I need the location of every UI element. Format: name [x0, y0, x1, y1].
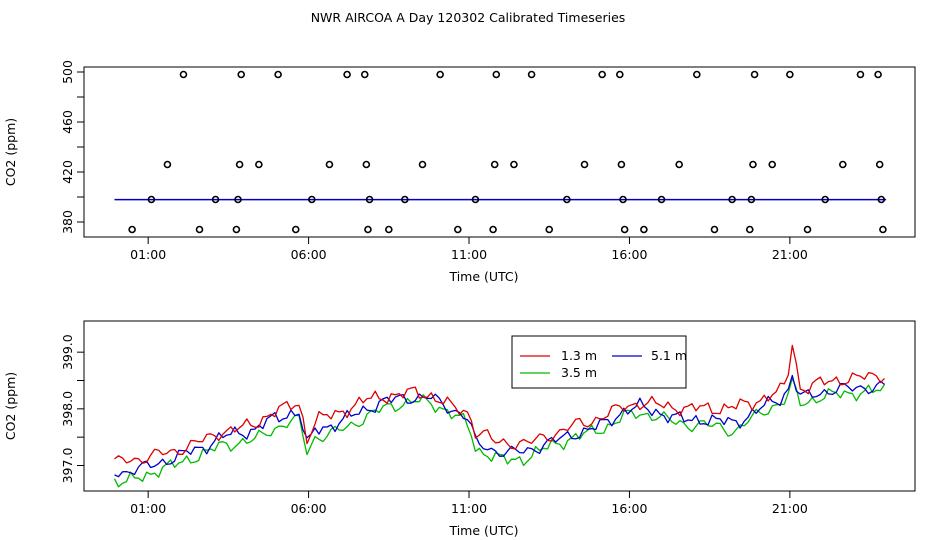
- top-y-tick-label: 500: [60, 60, 75, 84]
- top-x-axis-label: Time (UTC): [448, 269, 518, 284]
- scatter-point: [195, 225, 204, 234]
- bottom-plot-frame: [83, 320, 916, 492]
- series-line-5-1-m: [114, 374, 885, 478]
- top-x-tick-label: 21:00: [772, 247, 808, 262]
- scatter-point: [710, 225, 719, 234]
- top-y-axis-label: CO2 (ppm): [3, 118, 18, 186]
- scatter-point: [821, 195, 829, 204]
- top-panel: 01:00 06:00 11:00 16:00 21:00 380 420 460 500 Ti…: [3, 60, 916, 284]
- scatter-point: [527, 70, 536, 79]
- scatter-point: [875, 160, 884, 169]
- scatter-point: [325, 160, 334, 169]
- bottom-y-tick-label: 397.0: [60, 448, 75, 484]
- bottom-x-tick-label: 01:00: [130, 501, 166, 516]
- scatter-point: [545, 225, 554, 234]
- scatter-point: [274, 70, 282, 79]
- bottom-x-tick-label: 21:00: [772, 501, 808, 516]
- scatter-point: [617, 160, 626, 169]
- bottom-y-tick-label: 398.0: [60, 391, 75, 427]
- top-x-tick-label: 11:00: [451, 247, 487, 262]
- scatter-point: [128, 225, 136, 234]
- top-scatter-points: [128, 70, 887, 234]
- top-x-tick-label: 16:00: [611, 247, 647, 262]
- scatter-point: [232, 225, 241, 234]
- scatter-point: [803, 225, 812, 234]
- series-line-1-3-m: [114, 344, 885, 464]
- series-line-3-5-m: [113, 377, 886, 488]
- scatter-point: [489, 225, 497, 234]
- top-x-tick-label: 06:00: [291, 247, 327, 262]
- scatter-point: [745, 225, 754, 234]
- scatter-point: [308, 195, 316, 204]
- scatter-point: [362, 160, 371, 169]
- scatter-point: [839, 160, 847, 169]
- bottom-y-axis-label: CO2 (ppm): [3, 372, 18, 440]
- top-x-tick-label: 01:00: [130, 247, 166, 262]
- scatter-point: [436, 70, 444, 79]
- scatter-point: [401, 195, 409, 204]
- top-plot-frame: [83, 66, 916, 238]
- scatter-point: [563, 195, 571, 204]
- scatter-point: [675, 160, 683, 169]
- scatter-point: [786, 70, 794, 79]
- scatter-point: [874, 70, 882, 79]
- scatter-point: [693, 70, 701, 79]
- scatter-point: [490, 160, 499, 169]
- bottom-series-lines: [113, 344, 886, 488]
- scatter-point: [492, 70, 501, 79]
- scatter-point: [179, 70, 188, 79]
- scatter-point: [619, 195, 627, 204]
- scatter-point: [747, 195, 756, 204]
- legend-box: [511, 335, 687, 389]
- scatter-point: [418, 160, 427, 169]
- scatter-point: [879, 225, 887, 234]
- legend: 1.3 m 5.1 m 3.5 m: [511, 335, 687, 389]
- scatter-point: [657, 195, 666, 204]
- scatter-point: [768, 160, 777, 169]
- scatter-point: [237, 70, 246, 79]
- scatter-point: [471, 195, 480, 204]
- top-y-tick-label: 460: [60, 110, 75, 134]
- scatter-point: [343, 70, 351, 79]
- scatter-point: [291, 225, 300, 234]
- top-y-tick-label: 420: [60, 160, 75, 184]
- bottom-y-tick-label: 399.0: [60, 334, 75, 370]
- bottom-axes: 01:00 06:00 11:00 16:00 21:00 397.0 398.0 399.0: [60, 334, 808, 516]
- bottom-x-tick-label: 06:00: [291, 501, 327, 516]
- scatter-point: [385, 225, 393, 234]
- bottom-x-axis-label: Time (UTC): [448, 523, 518, 538]
- scatter-point: [750, 70, 759, 79]
- scatter-point: [365, 195, 374, 204]
- scatter-point: [616, 70, 624, 79]
- legend-label-1-3m: 1.3 m: [561, 348, 597, 363]
- scatter-point: [856, 70, 865, 79]
- scatter-point: [728, 195, 736, 204]
- scatter-point: [877, 195, 886, 204]
- scatter-point: [580, 160, 589, 169]
- scatter-point: [640, 225, 648, 234]
- scatter-point: [620, 225, 629, 234]
- legend-label-5-1m: 5.1 m: [651, 348, 687, 363]
- scatter-point: [360, 70, 369, 79]
- top-y-tick-label: 380: [60, 210, 75, 234]
- scatter-point: [234, 195, 242, 204]
- scatter-point: [453, 225, 462, 234]
- scatter-point: [255, 160, 263, 169]
- bottom-panel: 01:00 06:00 11:00 16:00 21:00 397.0 398.0 399.0…: [3, 320, 916, 538]
- bottom-x-tick-label: 16:00: [611, 501, 647, 516]
- scatter-point: [147, 195, 156, 204]
- scatter-point: [163, 160, 172, 169]
- scatter-point: [364, 225, 372, 234]
- scatter-point: [749, 160, 757, 169]
- scatter-point: [598, 70, 606, 79]
- bottom-x-tick-label: 11:00: [451, 501, 487, 516]
- scatter-point: [211, 195, 220, 204]
- chart-title: NWR AIRCOA A Day 120302 Calibrated Times…: [311, 10, 626, 25]
- scatter-point: [235, 160, 244, 169]
- top-axes: 01:00 06:00 11:00 16:00 21:00 380 420 460 500: [60, 60, 808, 262]
- scatter-point: [510, 160, 518, 169]
- legend-label-3-5m: 3.5 m: [561, 365, 597, 380]
